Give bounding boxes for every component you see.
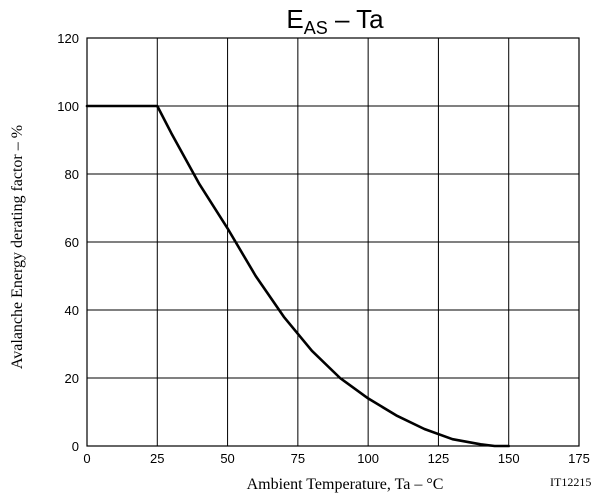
y-tick-label: 100 xyxy=(57,99,79,114)
x-tick-label: 150 xyxy=(498,451,520,466)
doc-code: IT12215 xyxy=(550,475,591,489)
y-tick-label: 80 xyxy=(65,167,79,182)
chart-title-subscript: AS xyxy=(304,18,328,38)
x-tick-label: 25 xyxy=(150,451,164,466)
x-axis-label: Ambient Temperature, Ta – °C xyxy=(247,476,444,493)
chart-title-suffix: – Ta xyxy=(328,4,384,34)
grid-lines xyxy=(87,38,579,446)
y-tick-labels: 0 20 40 60 80 100 120 xyxy=(57,31,79,454)
chart-title: EAS – Ta xyxy=(286,4,384,38)
y-axis-label: Avalanche Energy derating factor – % xyxy=(9,125,26,369)
chart-title-main: E xyxy=(286,4,303,34)
x-tick-label: 75 xyxy=(291,451,305,466)
y-tick-label: 20 xyxy=(65,371,79,386)
x-tick-label: 50 xyxy=(220,451,234,466)
x-tick-labels: 0 25 50 75 100 125 150 175 xyxy=(83,451,589,466)
y-tick-label: 0 xyxy=(72,439,79,454)
y-tick-label: 120 xyxy=(57,31,79,46)
derating-curve xyxy=(85,104,511,448)
y-tick-label: 60 xyxy=(65,235,79,250)
plot-frame xyxy=(86,37,580,447)
x-tick-label: 175 xyxy=(568,451,590,466)
x-tick-label: 100 xyxy=(357,451,379,466)
x-tick-label: 0 xyxy=(83,451,90,466)
x-tick-label: 125 xyxy=(428,451,450,466)
y-tick-label: 40 xyxy=(65,303,79,318)
